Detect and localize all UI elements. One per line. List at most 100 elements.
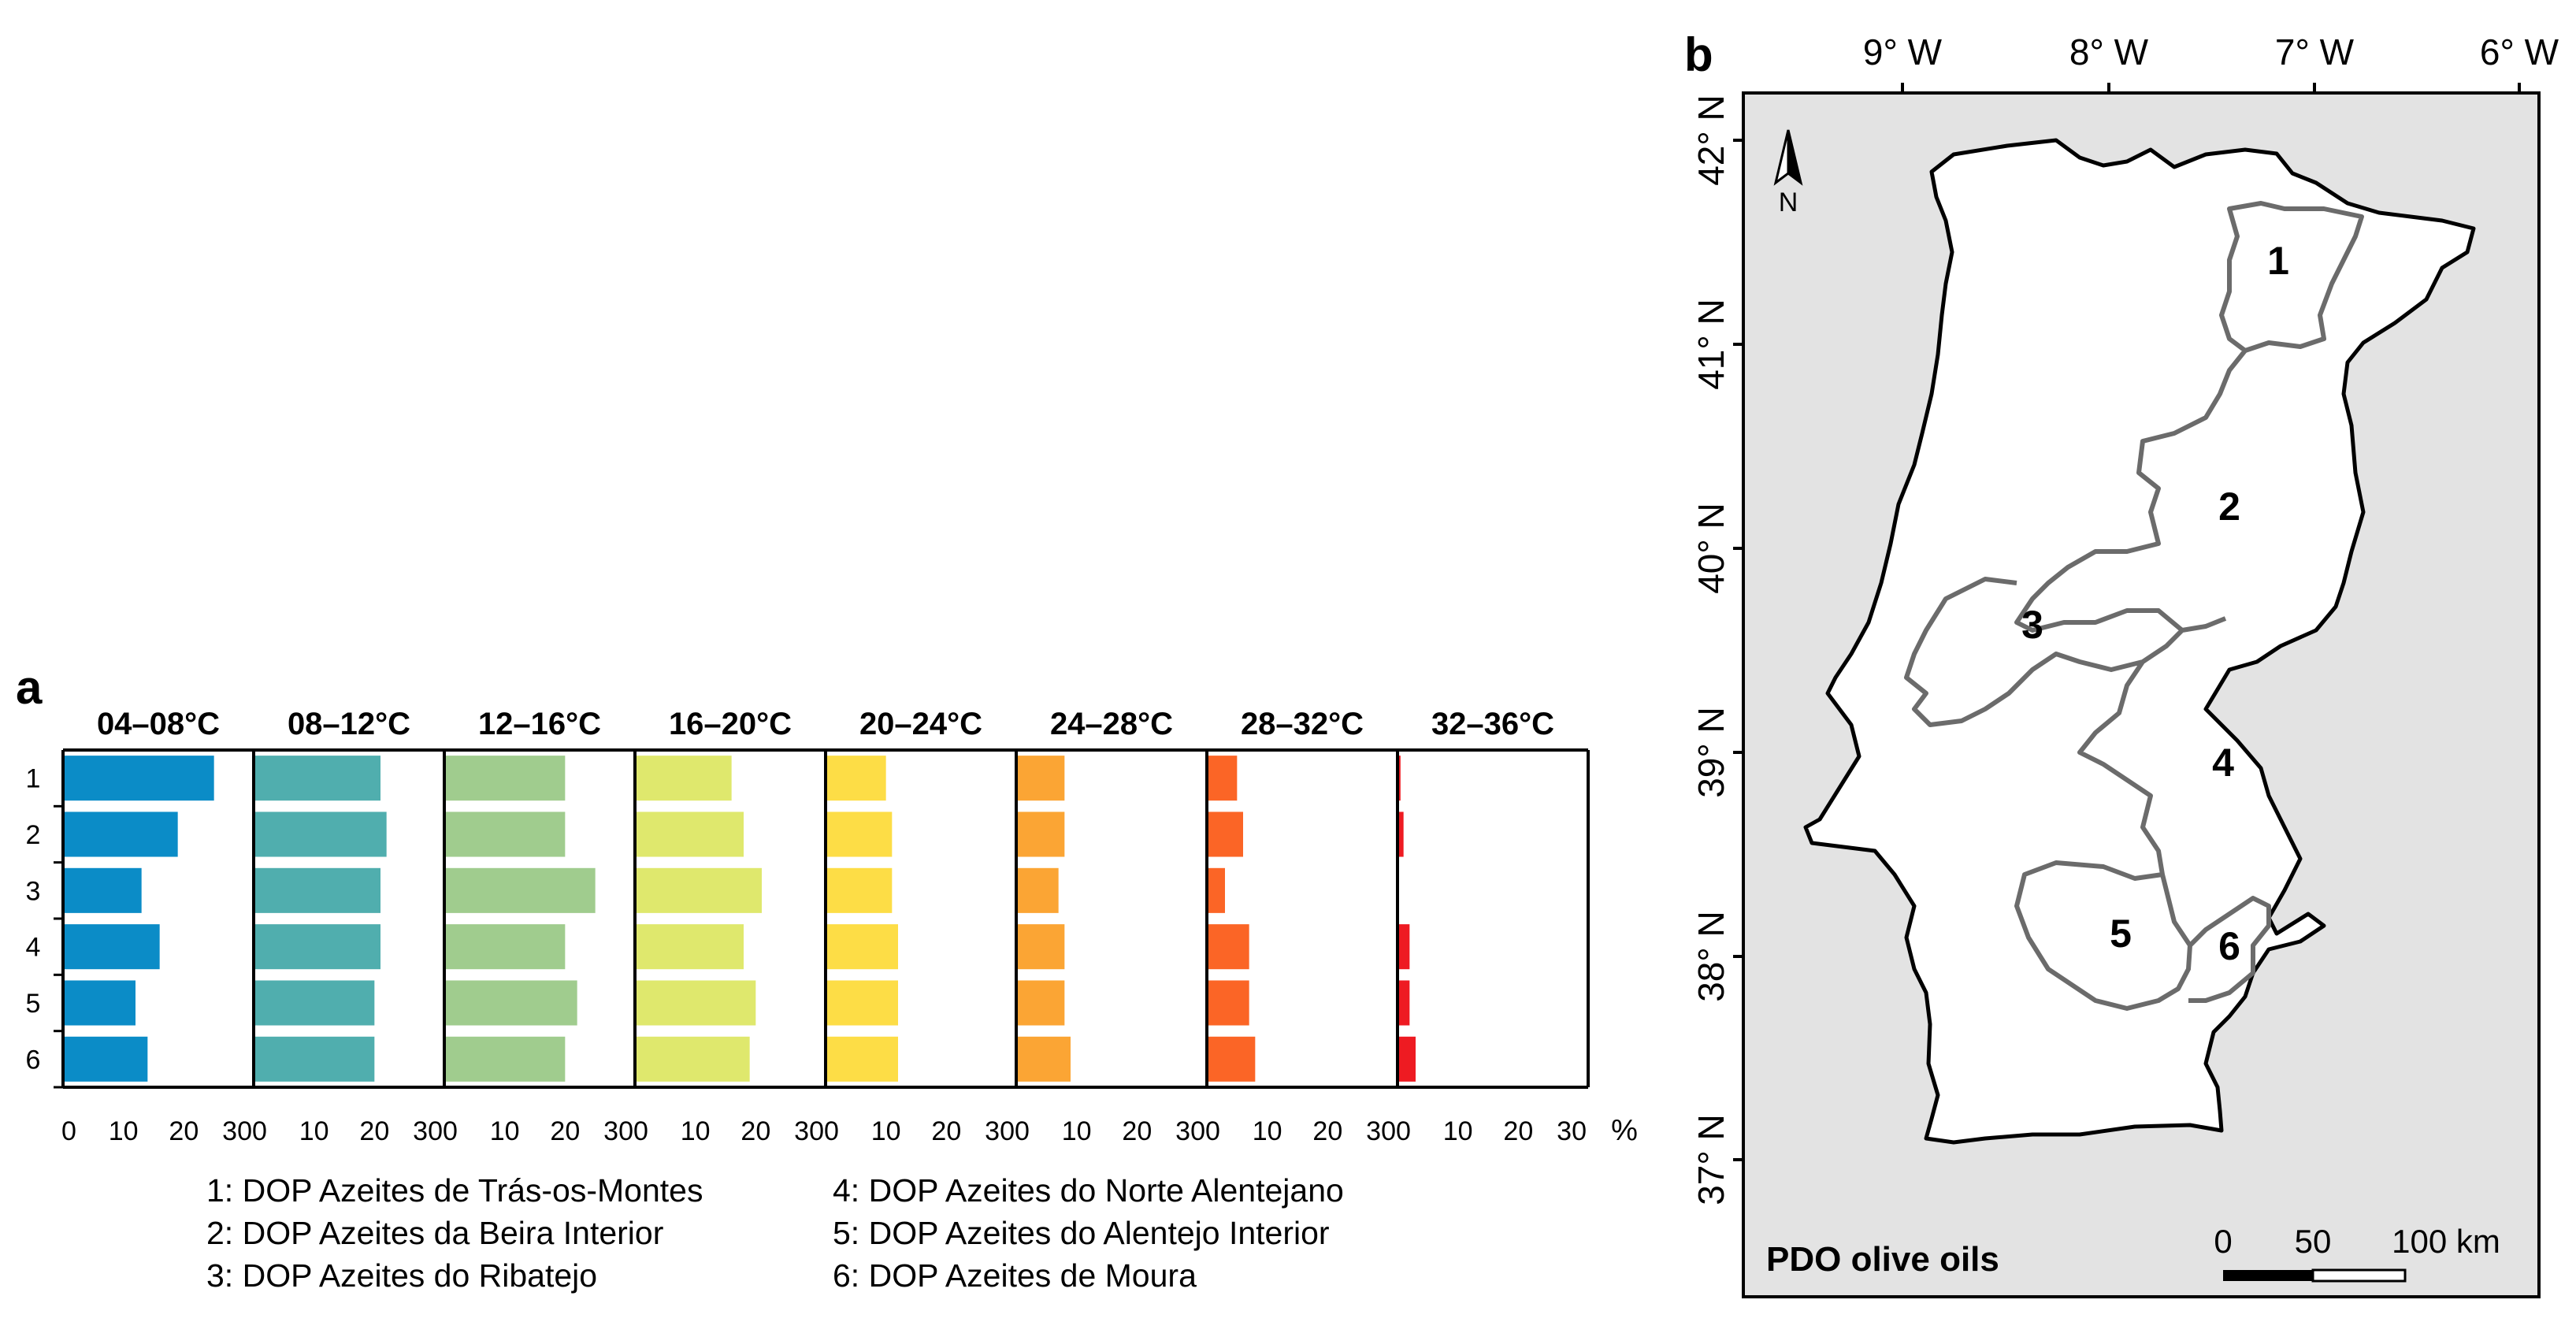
lat-label-40n: 40° N xyxy=(1691,503,1732,594)
bar xyxy=(444,1036,566,1082)
x-tick-label: 10 xyxy=(871,1116,901,1146)
bar xyxy=(1016,811,1065,857)
bar xyxy=(1207,924,1249,970)
x-tick-label: 10 xyxy=(1443,1116,1473,1146)
bar xyxy=(63,867,142,913)
bar xyxy=(1016,867,1059,913)
x-tick-label: 30 xyxy=(794,1116,824,1146)
region-label-6: 6 xyxy=(2218,924,2240,968)
region-label-2: 2 xyxy=(2218,485,2240,529)
bar xyxy=(1207,1036,1256,1082)
x-tick-label: 20 xyxy=(169,1116,199,1146)
x-tick-label: 20 xyxy=(741,1116,770,1146)
unit-label: % xyxy=(1611,1114,1638,1147)
bar xyxy=(254,811,387,857)
scale-label-0: 0 xyxy=(2214,1223,2232,1260)
region-label-1: 1 xyxy=(2267,239,2289,283)
x-tick-label: 0 xyxy=(1205,1116,1220,1146)
bar xyxy=(254,1036,375,1082)
panel-title: 08–12°C xyxy=(288,707,410,741)
bar xyxy=(444,980,577,1026)
bar xyxy=(826,924,898,970)
legend-item: 5: DOP Azeites do Alentejo Interior xyxy=(833,1215,1330,1251)
panel-title: 16–20°C xyxy=(669,707,792,741)
bar xyxy=(63,756,214,801)
x-tick-label: 10 xyxy=(490,1116,520,1146)
region-label-4: 4 xyxy=(2212,741,2234,785)
category-label: 2 xyxy=(26,820,41,850)
bar xyxy=(444,811,566,857)
x-tick-label: 10 xyxy=(1253,1116,1282,1146)
bar xyxy=(1207,867,1225,913)
x-tick-label: 20 xyxy=(1503,1116,1533,1146)
bar xyxy=(444,756,566,801)
bar xyxy=(254,980,375,1026)
panel-title: 12–16°C xyxy=(478,707,601,741)
x-tick-label: 0 xyxy=(633,1116,648,1146)
bar xyxy=(635,756,732,801)
region-label-3: 3 xyxy=(2021,603,2043,647)
bar xyxy=(1397,924,1410,970)
x-tick-label: 0 xyxy=(1396,1116,1411,1146)
legend-item: 6: DOP Azeites de Moura xyxy=(833,1257,1197,1294)
bar xyxy=(1016,756,1065,801)
lon-label-9w: 9° W xyxy=(1863,32,1943,72)
bar xyxy=(1016,924,1065,970)
x-tick-label: 0 xyxy=(61,1116,76,1146)
x-tick-label: 10 xyxy=(109,1116,139,1146)
lat-label-38n: 38° N xyxy=(1691,911,1732,1002)
scale-bar: 0 50 100 km xyxy=(2214,1223,2500,1283)
bar xyxy=(1207,980,1249,1026)
x-tick-label: 10 xyxy=(299,1116,329,1146)
region-outlines xyxy=(1904,201,2364,1011)
x-tick-label: 20 xyxy=(931,1116,961,1146)
lat-label-37n: 37° N xyxy=(1691,1114,1732,1205)
panel-title: 24–28°C xyxy=(1050,707,1173,741)
bar xyxy=(1397,811,1404,857)
region-label-5: 5 xyxy=(2110,912,2132,956)
legend-item: 2: DOP Azeites da Beira Interior xyxy=(206,1215,664,1251)
x-tick-label: 0 xyxy=(443,1116,458,1146)
bar xyxy=(1207,811,1243,857)
x-tick-label: 20 xyxy=(1122,1116,1152,1146)
x-tick-label: 30 xyxy=(1366,1116,1396,1146)
lat-label-42n: 42° N xyxy=(1691,95,1732,186)
north-arrow-icon: N xyxy=(1773,129,1803,217)
scale-label-50: 50 xyxy=(2295,1223,2332,1260)
x-tick-label: 30 xyxy=(222,1116,252,1146)
bar xyxy=(826,756,886,801)
category-label: 6 xyxy=(26,1045,41,1075)
bar xyxy=(254,867,380,913)
legend-item: 4: DOP Azeites do Norte Alentejano xyxy=(833,1172,1344,1209)
x-tick-label: 0 xyxy=(824,1116,839,1146)
x-tick-label: 30 xyxy=(413,1116,443,1146)
category-label: 5 xyxy=(26,989,41,1019)
bar xyxy=(635,811,744,857)
bar xyxy=(635,924,744,970)
x-tick-label: 20 xyxy=(359,1116,389,1146)
category-label: 4 xyxy=(26,933,41,963)
x-tick-label: 0 xyxy=(1015,1116,1030,1146)
panel-a-letter: a xyxy=(16,661,43,714)
bar xyxy=(254,924,380,970)
x-tick-label: 30 xyxy=(1557,1116,1587,1146)
bar xyxy=(63,980,135,1026)
bar xyxy=(635,1036,750,1082)
lon-label-6w: 6° W xyxy=(2480,32,2559,72)
portugal-map: 9° W 8° W 7° W 6° W 42° N 41° N 40° N 39… xyxy=(1691,32,2559,1298)
x-tick-label: 0 xyxy=(252,1116,267,1146)
bar xyxy=(254,756,380,801)
bar xyxy=(444,867,596,913)
legend-item: 1: DOP Azeites de Trás-os-Montes xyxy=(206,1172,703,1209)
lat-label-41n: 41° N xyxy=(1691,299,1732,390)
bar xyxy=(1207,756,1238,801)
bar xyxy=(63,924,160,970)
bar xyxy=(63,811,178,857)
panel-title: 04–08°C xyxy=(97,707,220,741)
x-tick-label: 30 xyxy=(985,1116,1015,1146)
x-tick-label: 30 xyxy=(1175,1116,1205,1146)
x-tick-label: 10 xyxy=(681,1116,711,1146)
panel-title: 32–36°C xyxy=(1431,707,1554,741)
bar xyxy=(1397,1036,1416,1082)
